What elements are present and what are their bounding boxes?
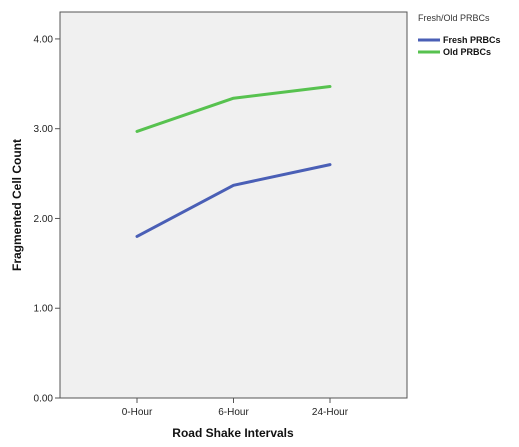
- x-tick-label: 24-Hour: [312, 407, 349, 418]
- legend: Fresh/Old PRBCs Fresh PRBCs Old PRBCs: [418, 13, 501, 57]
- x-axis-title: Road Shake Intervals: [172, 426, 294, 440]
- y-tick-label: 1.00: [34, 304, 54, 315]
- x-tick-label: 6-Hour: [218, 407, 249, 418]
- legend-label: Old PRBCs: [443, 47, 491, 57]
- plot-area: [60, 12, 407, 398]
- y-tick-label: 2.00: [34, 214, 54, 225]
- x-tick-label: 0-Hour: [122, 407, 153, 418]
- y-tick-label: 4.00: [34, 34, 54, 45]
- x-axis: 0-Hour 6-Hour 24-Hour: [60, 398, 407, 418]
- y-axis: 0.00 1.00 2.00 3.00 4.00: [34, 12, 60, 405]
- legend-title: Fresh/Old PRBCs: [418, 13, 490, 23]
- y-tick-label: 3.00: [34, 124, 54, 135]
- y-axis-title: Fragmented Cell Count: [10, 139, 24, 271]
- legend-label: Fresh PRBCs: [443, 35, 501, 45]
- y-tick-label: 0.00: [34, 394, 54, 405]
